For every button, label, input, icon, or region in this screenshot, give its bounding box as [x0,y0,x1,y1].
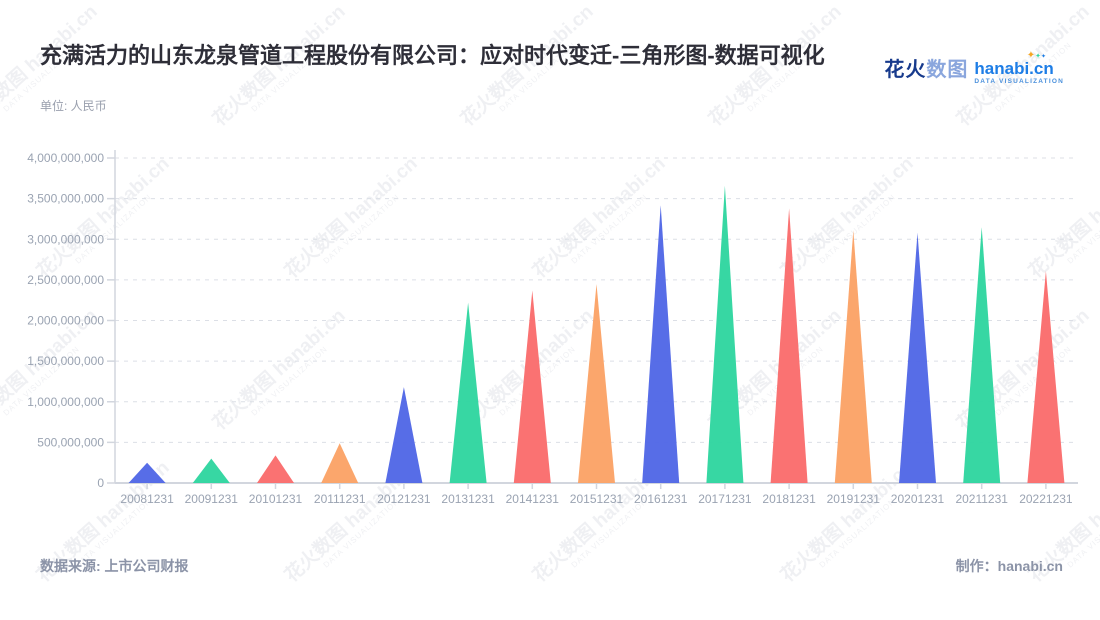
triangle-mark-20201231[interactable] [899,232,936,483]
triangle-mark-20091231[interactable] [192,458,230,483]
triangle-mark-20081231[interactable] [128,462,166,483]
page-title: 充满活力的山东龙泉管道工程股份有限公司：应对时代变迁-三角形图-数据可视化 [40,43,825,68]
triangle-mark-20171231[interactable] [706,185,744,483]
x-axis-label: 20171231 [698,492,752,506]
y-axis-label: 500,000,000 [37,435,104,449]
triangle-mark-20101231[interactable] [257,455,294,483]
triangle-mark-20181231[interactable] [770,208,808,483]
triangle-mark-20111231[interactable] [321,443,359,483]
x-axis-label: 20081231 [120,492,174,506]
x-axis-label: 20111231 [314,492,366,506]
x-axis-label: 20091231 [185,492,239,506]
triangle-mark-20161231[interactable] [642,205,680,483]
y-axis-label: 1,000,000,000 [27,395,104,409]
y-axis-label: 0 [97,476,104,490]
logo-brand-cn-part1: 花火 [884,59,927,81]
x-axis-label: 20101231 [249,492,303,506]
triangle-mark-20121231[interactable] [385,387,423,483]
x-axis-label: 20221231 [1019,492,1073,506]
logo-brand-en-wrap: ✦✦✦ hanabi.cn DATA VISUALIZATION [974,51,1064,86]
hanabi-logo: 花火数图 ✦✦✦ hanabi.cn DATA VISUALIZATION [884,51,1064,86]
triangle-mark-20131231[interactable] [449,302,487,483]
triangle-mark-20151231[interactable] [578,283,615,483]
y-axis-label: 4,000,000,000 [27,151,104,165]
triangle-mark-20221231[interactable] [1027,270,1065,483]
x-axis-label: 20191231 [827,492,881,506]
credit-label: 制作：hanabi.cn [955,558,1063,574]
y-axis-label: 2,000,000,000 [27,314,104,328]
triangle-mark-20191231[interactable] [834,230,872,483]
y-axis-unit-label: 单位: 人民币 [40,99,107,113]
y-axis-label: 3,000,000,000 [27,232,104,246]
x-axis-label: 20141231 [506,492,560,506]
logo-tagline: DATA VISUALIZATION [974,78,1064,85]
data-source-label: 数据来源: 上市公司财报 [40,558,189,574]
x-axis-label: 20201231 [891,492,945,506]
x-axis-label: 20161231 [634,492,688,506]
x-axis-label: 20131231 [441,492,495,506]
logo-brand-en: hanabi.cn [974,59,1054,78]
logo-sparkle-icon: ✦✦✦ [1026,50,1046,61]
triangle-mark-20211231[interactable] [963,227,1001,483]
triangle-mark-20141231[interactable] [513,290,551,483]
x-axis-label: 20151231 [570,492,624,506]
y-axis-label: 3,500,000,000 [27,192,104,206]
y-axis-label: 2,500,000,000 [27,273,104,287]
x-axis-label: 20121231 [377,492,431,506]
x-axis-label: 20211231 [955,492,1008,506]
logo-brand-cn-part2: 数图 [926,59,969,81]
y-axis-label: 1,500,000,000 [27,354,104,368]
logo-brand-cn: 花火数图 [884,58,968,82]
x-axis-label: 20181231 [762,492,816,506]
